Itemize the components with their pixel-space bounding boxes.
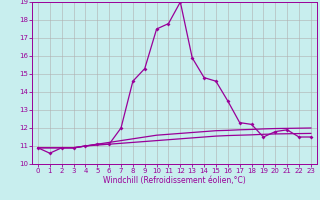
X-axis label: Windchill (Refroidissement éolien,°C): Windchill (Refroidissement éolien,°C) bbox=[103, 176, 246, 185]
